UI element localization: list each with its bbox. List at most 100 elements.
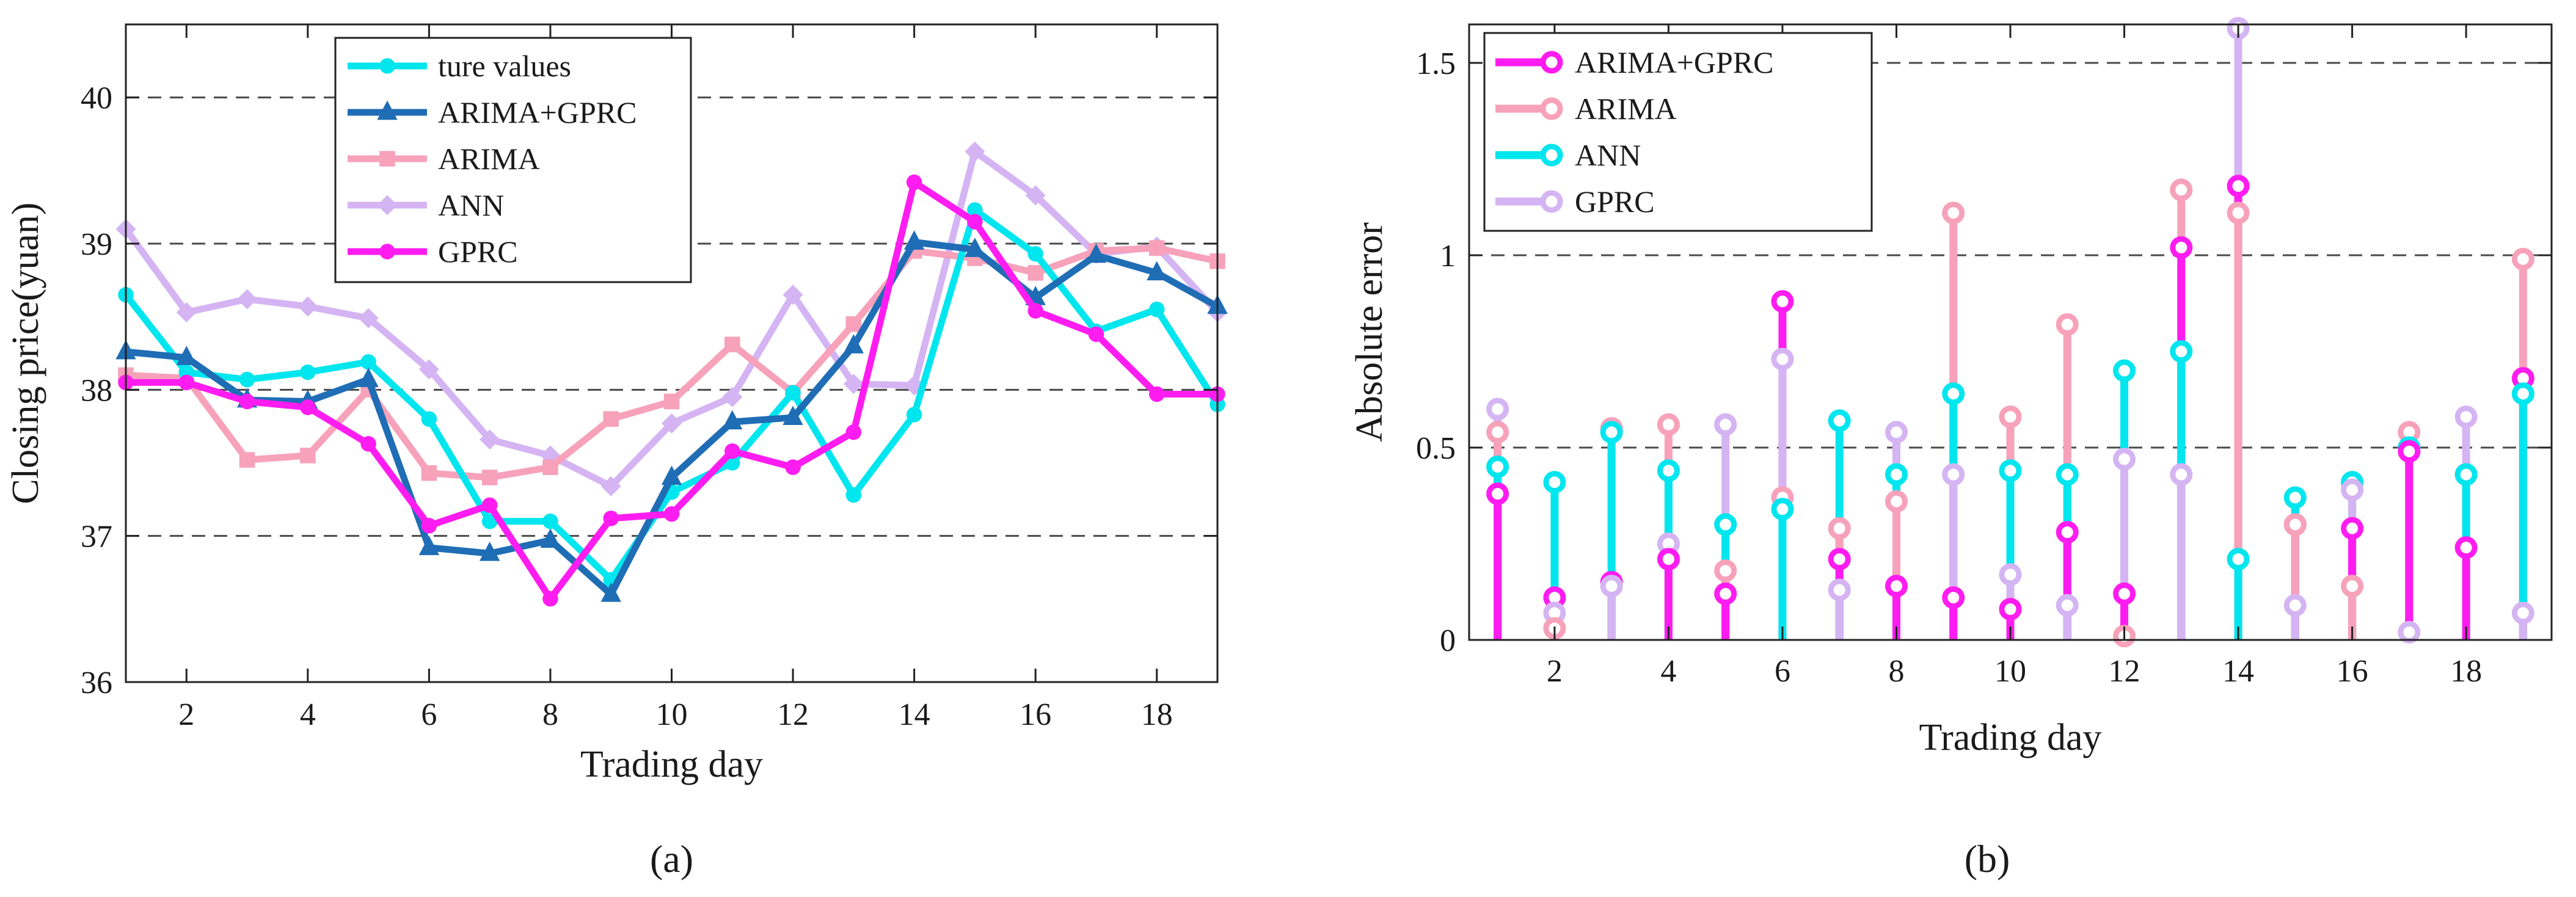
panel-label-b: (b) — [1965, 837, 2010, 881]
data-point — [1085, 243, 1107, 263]
x-tick-label: 8 — [1888, 654, 1904, 689]
data-point — [480, 429, 500, 450]
stem-gprc — [1828, 578, 1851, 640]
stem-marker — [2056, 594, 2079, 617]
x-tick-label: 16 — [2337, 654, 2368, 689]
legend-label: ANN — [1575, 138, 1641, 172]
stem-gprc — [2398, 620, 2421, 644]
x-axis-title: Trading day — [1919, 717, 2101, 758]
data-point — [1148, 301, 1165, 318]
data-point — [783, 285, 803, 305]
legend-marker — [379, 58, 395, 74]
legend-marker — [1540, 97, 1563, 120]
stem-marker — [2170, 340, 2193, 363]
data-point — [542, 513, 558, 529]
data-point — [600, 476, 621, 496]
stem-marker — [2283, 594, 2307, 617]
stem-arima-gprc — [2398, 440, 2421, 640]
data-point — [358, 368, 379, 387]
stem-marker — [1486, 398, 1509, 421]
legend-marker — [1540, 51, 1563, 74]
data-point — [418, 536, 440, 556]
x-tick-label: 14 — [899, 697, 930, 732]
data-point — [176, 302, 197, 322]
stem-marker — [2056, 521, 2079, 544]
data-point — [481, 497, 498, 514]
stem-marker — [2170, 236, 2193, 259]
y-tick-label: 37 — [81, 520, 112, 554]
stem-marker — [2511, 601, 2534, 625]
x-tick-label: 6 — [421, 697, 437, 732]
stem-marker — [2227, 202, 2250, 225]
y-axis-title: Closing price(yuan) — [5, 202, 46, 504]
x-tick-label: 2 — [178, 697, 194, 732]
stem-marker — [1486, 482, 1509, 506]
data-point — [481, 470, 498, 485]
data-point — [418, 359, 439, 380]
data-point — [724, 443, 740, 459]
data-point — [903, 230, 925, 250]
stem-marker — [1942, 202, 1965, 225]
legend-marker — [377, 100, 398, 120]
stem-marker — [2056, 313, 2079, 336]
stem-marker — [1942, 586, 1965, 609]
legend-entry: ture values — [348, 49, 571, 83]
data-point — [724, 336, 740, 352]
stem-marker — [1828, 548, 1851, 571]
data-point — [600, 583, 621, 602]
stem-gprc — [1600, 575, 1623, 640]
legend-entry: ARIMA — [1495, 92, 1677, 126]
legend: ture values ARIMA+GPRC ARIMA ANN GPRC — [334, 37, 692, 283]
legend-entry: GPRC — [1495, 184, 1655, 219]
data-point — [421, 518, 437, 534]
panel-a: 2 4 6 8 10 12 14 16 18 36 37 38 39 40 Trading day Closi… — [5, 23, 1228, 881]
y-tick-label: 0 — [1440, 623, 1456, 658]
stem-ann — [2511, 382, 2534, 640]
stem-arima-gprc — [1942, 586, 1965, 640]
y-axis-title: Absolute error — [1349, 222, 1390, 442]
y-tick-label: 0.5 — [1416, 431, 1456, 466]
stem-marker — [1657, 459, 1680, 482]
legend-entry: ARIMA — [348, 142, 540, 176]
data-point — [783, 405, 803, 426]
data-point — [1148, 240, 1165, 256]
legend-label: ARIMA+GPRC — [438, 95, 637, 129]
stem-arima-gprc — [2454, 536, 2478, 640]
data-point — [965, 141, 985, 162]
stem-marker — [2113, 582, 2136, 605]
data-point — [785, 459, 801, 475]
x-tick-label: 16 — [1020, 697, 1051, 732]
legend-label: ARIMA — [438, 142, 540, 176]
stem-marker — [2511, 382, 2534, 405]
x-tick-label: 12 — [777, 697, 809, 732]
stem-marker — [1714, 559, 1737, 583]
x-tick-label: 4 — [300, 697, 316, 732]
stem-marker — [2227, 175, 2250, 198]
stem-marker — [2454, 463, 2478, 486]
legend-marker — [377, 195, 398, 216]
data-point — [845, 424, 862, 440]
data-point — [360, 436, 376, 452]
legend-label: ARIMA — [1575, 92, 1677, 126]
stem-marker — [1885, 463, 1908, 486]
stem-marker — [2283, 513, 2307, 536]
data-point — [906, 174, 922, 191]
data-point — [481, 513, 498, 529]
data-point — [845, 316, 862, 332]
stem-marker — [1828, 409, 1851, 432]
x-tick-label: 14 — [2222, 654, 2254, 689]
legend-marker — [379, 151, 395, 167]
data-point — [1088, 326, 1104, 343]
stem-marker — [2398, 440, 2421, 463]
data-point — [300, 448, 316, 463]
data-point — [237, 289, 258, 310]
stem-marker — [1486, 456, 1509, 478]
stem-marker — [1885, 575, 1908, 598]
data-point — [421, 465, 437, 481]
data-point — [845, 487, 862, 503]
stem-marker — [1714, 413, 1737, 436]
stem-marker — [2398, 620, 2421, 644]
stem-marker — [2454, 405, 2478, 429]
stem-marker — [1999, 405, 2022, 429]
stem-marker — [1942, 463, 1965, 486]
